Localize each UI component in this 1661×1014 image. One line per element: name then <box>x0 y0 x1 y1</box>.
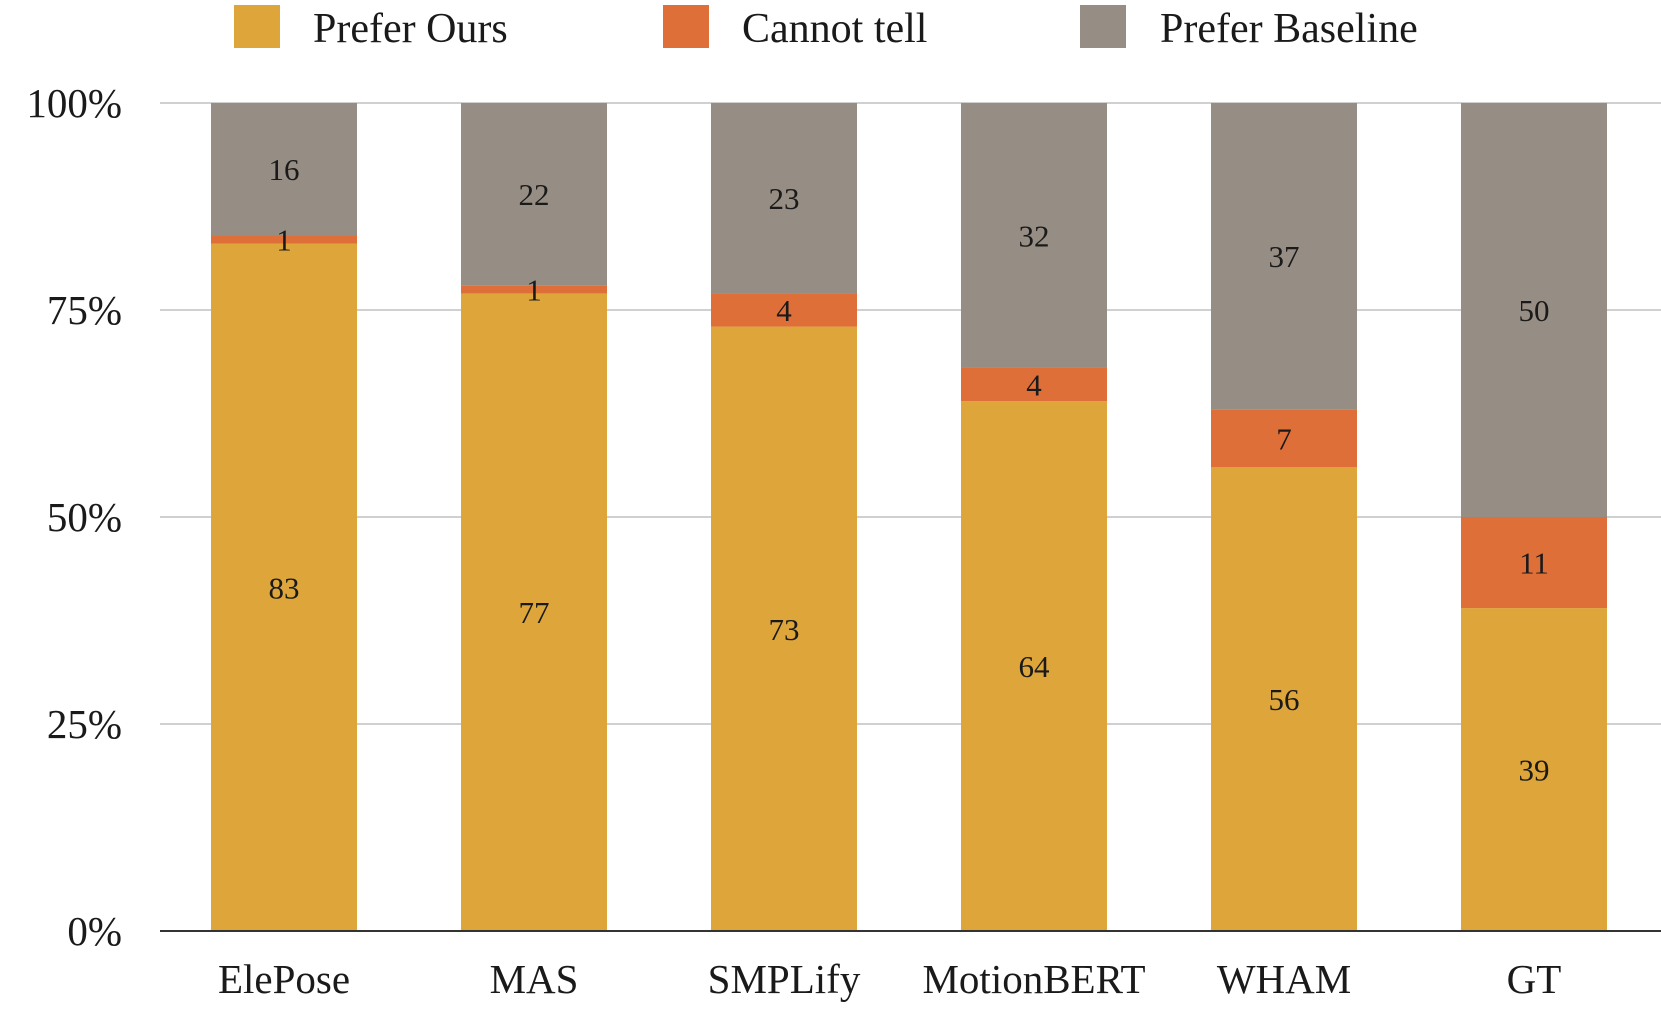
x-tick-label-elepose: ElePose <box>218 956 350 1002</box>
data-label-motionbert-prefer-baseline: 32 <box>1019 218 1050 253</box>
data-label-wham-prefer-ours: 56 <box>1269 682 1300 717</box>
bar-mas-cannot-tell <box>461 285 607 294</box>
data-label-smplify-cannot-tell: 4 <box>776 293 792 328</box>
bar-smplify-prefer-ours <box>711 326 857 931</box>
bar-gt-prefer-ours <box>1461 608 1607 931</box>
data-label-elepose-cannot-tell: 1 <box>276 223 292 258</box>
bar-smplify-prefer-baseline <box>711 103 857 294</box>
bar-gt-prefer-baseline <box>1461 103 1607 517</box>
data-label-elepose-prefer-baseline: 16 <box>269 152 300 187</box>
legend-swatch-prefer-baseline <box>1080 5 1126 48</box>
data-label-wham-cannot-tell: 7 <box>1276 421 1292 456</box>
bar-elepose-prefer-baseline <box>211 103 357 236</box>
legend: Prefer Ours Cannot tell Prefer Baseline <box>234 5 1418 52</box>
y-tick-label-0: 0% <box>67 908 122 954</box>
y-tick-label-50: 50% <box>47 494 122 540</box>
y-tick-label-25: 25% <box>47 701 122 747</box>
legend-label-prefer-ours: Prefer Ours <box>313 6 508 52</box>
data-label-gt-cannot-tell: 11 <box>1519 546 1549 581</box>
data-label-motionbert-cannot-tell: 4 <box>1026 368 1042 403</box>
legend-label-cannot-tell: Cannot tell <box>742 6 927 52</box>
y-tick-label-100: 100% <box>26 80 122 126</box>
gridlines <box>160 102 1661 725</box>
data-label-motionbert-prefer-ours: 64 <box>1019 649 1051 684</box>
x-tick-label-mas: MAS <box>490 956 579 1002</box>
bar-elepose-prefer-ours <box>211 243 357 931</box>
x-tick-label-wham: WHAM <box>1217 956 1351 1002</box>
bar-motionbert-prefer-baseline <box>961 103 1107 368</box>
bar-elepose-cannot-tell <box>211 235 357 244</box>
legend-swatch-prefer-ours <box>234 5 280 48</box>
legend-label-prefer-baseline: Prefer Baseline <box>1160 6 1418 52</box>
bar-wham-prefer-baseline <box>1211 103 1357 410</box>
bars <box>211 103 1607 932</box>
x-tick-label-motionbert: MotionBERT <box>922 956 1145 1002</box>
axes: 0% 25% 50% 75% 100% ElePose MAS SMPLify MotionBE… <box>26 80 1661 1002</box>
legend-swatch-cannot-tell <box>663 5 709 48</box>
data-label-wham-prefer-baseline: 37 <box>1269 239 1300 274</box>
data-labels: 83 1 16 77 1 22 73 4 23 64 4 32 56 7 37 39 11 50 <box>269 152 1550 787</box>
data-label-gt-prefer-baseline: 50 <box>1519 293 1550 328</box>
bar-gt-cannot-tell <box>1461 517 1607 609</box>
data-label-smplify-prefer-ours: 73 <box>769 612 800 647</box>
data-label-mas-cannot-tell: 1 <box>526 272 542 307</box>
data-label-gt-prefer-ours: 39 <box>1519 753 1550 788</box>
bar-mas-prefer-baseline <box>461 103 607 286</box>
bar-wham-prefer-ours <box>1211 467 1357 931</box>
bar-motionbert-cannot-tell <box>961 367 1107 402</box>
bar-motionbert-prefer-ours <box>961 401 1107 932</box>
data-label-mas-prefer-baseline: 22 <box>519 177 550 212</box>
data-label-mas-prefer-ours: 77 <box>519 595 550 630</box>
x-tick-label-gt: GT <box>1507 956 1562 1002</box>
bar-mas-prefer-ours <box>461 293 607 931</box>
bar-smplify-cannot-tell <box>711 293 857 327</box>
data-label-elepose-prefer-ours: 83 <box>269 570 300 605</box>
data-label-smplify-prefer-baseline: 23 <box>769 181 800 216</box>
y-tick-label-75: 75% <box>47 287 122 333</box>
x-tick-label-smplify: SMPLify <box>708 956 861 1002</box>
bar-wham-cannot-tell <box>1211 409 1357 468</box>
